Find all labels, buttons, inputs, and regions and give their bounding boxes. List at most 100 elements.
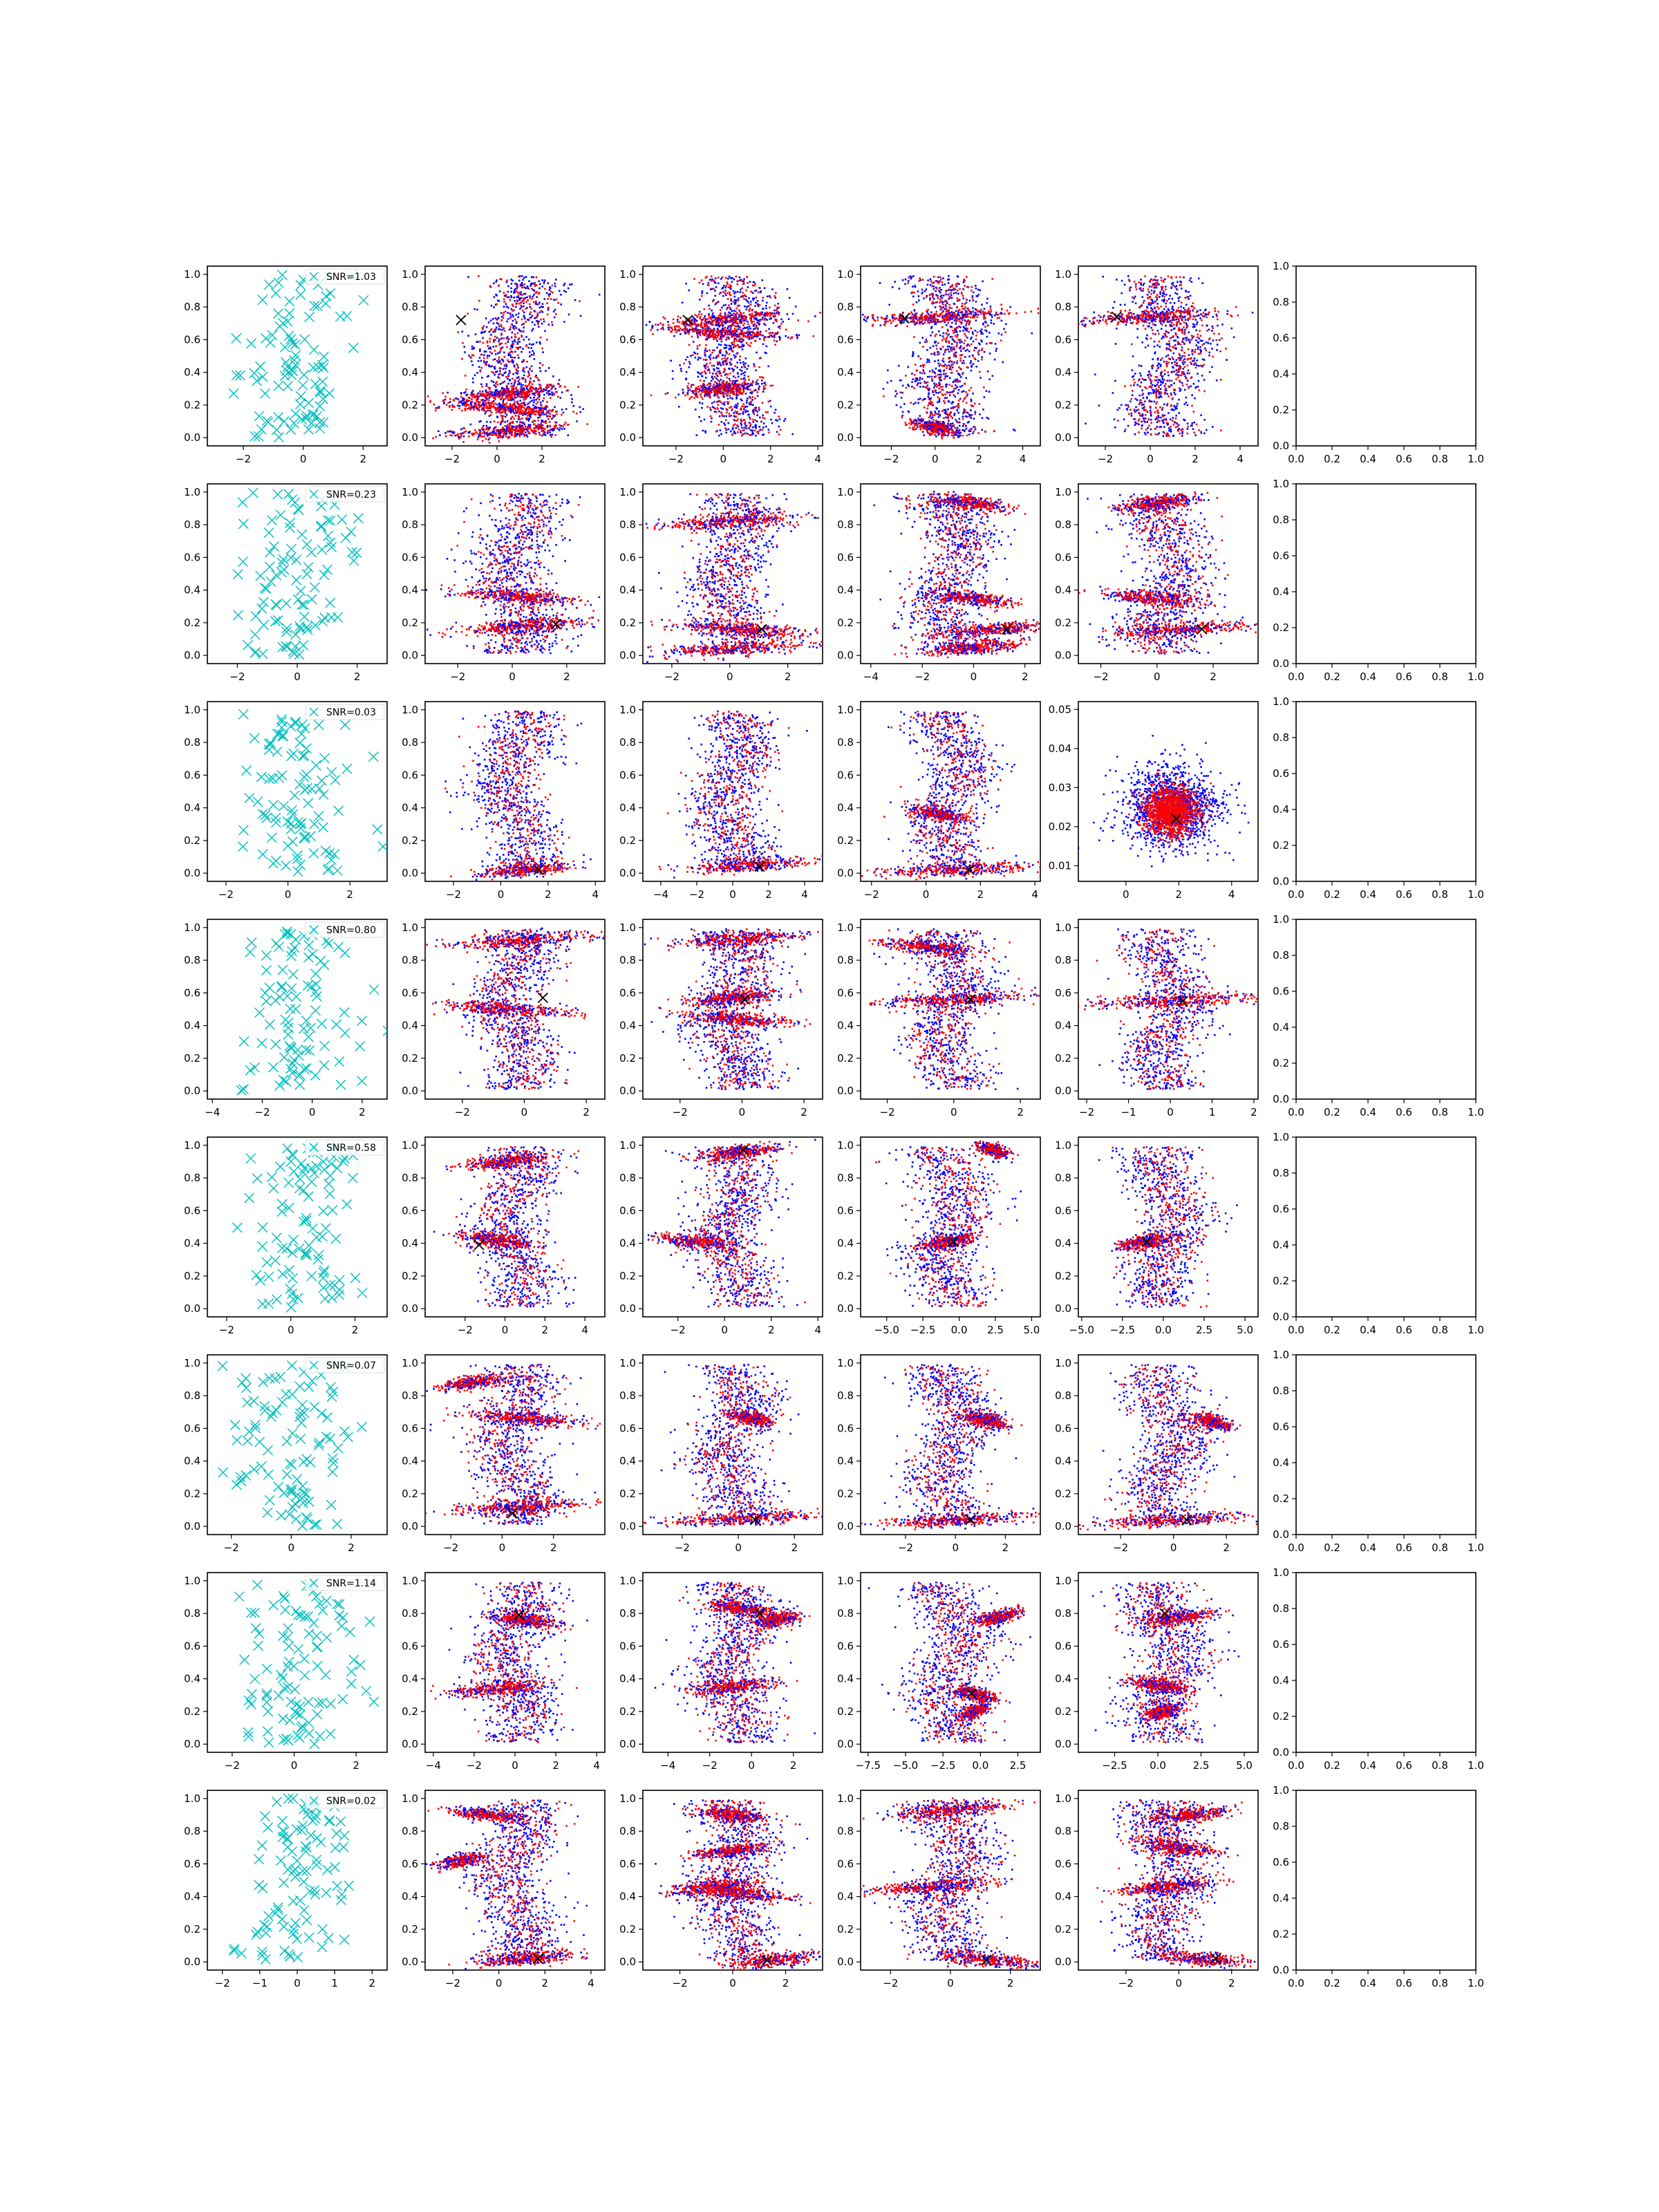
blue-point <box>735 301 737 303</box>
red-point <box>545 405 547 407</box>
blue-point <box>492 346 494 348</box>
blue-point <box>749 422 751 424</box>
blue-point <box>547 309 550 311</box>
red-point <box>705 324 707 326</box>
red-point <box>566 390 568 392</box>
red-point <box>704 351 706 353</box>
blue-point <box>565 291 567 293</box>
red-point <box>483 435 485 438</box>
red-point <box>741 435 743 437</box>
blue-point <box>749 328 751 330</box>
red-point <box>922 399 924 401</box>
blue-point <box>748 297 750 299</box>
blue-point <box>690 355 692 357</box>
red-point <box>727 286 729 288</box>
red-point <box>540 319 542 321</box>
blue-point <box>510 409 512 411</box>
red-point <box>907 282 909 284</box>
red-point <box>477 401 479 403</box>
blue-point <box>943 332 945 335</box>
red-point <box>725 408 727 410</box>
red-point <box>540 385 542 387</box>
blue-point <box>747 328 749 330</box>
blue-point <box>533 400 535 402</box>
red-point <box>527 287 529 289</box>
blue-point <box>580 315 582 317</box>
red-point <box>700 326 702 328</box>
red-point <box>468 435 470 438</box>
blue-point <box>971 370 973 372</box>
red-point <box>499 344 501 346</box>
blue-point <box>702 283 704 285</box>
red-point <box>735 411 737 413</box>
red-point <box>662 328 664 330</box>
red-point <box>711 352 713 354</box>
blue-point <box>783 420 785 422</box>
red-point <box>688 325 691 327</box>
blue-point <box>494 427 496 429</box>
red-point <box>552 285 554 287</box>
blue-point <box>879 282 881 284</box>
blue-point <box>554 285 556 288</box>
blue-point <box>720 278 722 280</box>
sample-point <box>258 372 268 382</box>
red-point <box>533 427 535 429</box>
red-point <box>554 434 556 436</box>
blue-point <box>678 406 680 408</box>
blue-point <box>775 409 777 411</box>
red-point <box>751 309 753 311</box>
blue-point <box>695 319 697 321</box>
red-point <box>559 386 561 388</box>
red-point <box>481 386 483 388</box>
red-point <box>453 406 456 409</box>
blue-point <box>973 292 975 294</box>
blue-point <box>507 420 509 422</box>
blue-point <box>529 355 531 357</box>
blue-point <box>569 283 571 285</box>
blue-point <box>728 429 730 431</box>
red-point <box>733 315 735 317</box>
sample-point <box>304 398 314 408</box>
blue-point <box>973 418 975 420</box>
blue-point <box>521 284 523 286</box>
red-point <box>537 401 539 403</box>
blue-point <box>484 400 486 402</box>
blue-point <box>474 402 476 404</box>
blue-point <box>765 324 767 326</box>
sample-point <box>273 309 283 319</box>
red-point <box>497 384 499 386</box>
red-point <box>515 303 517 305</box>
red-point <box>514 401 516 403</box>
red-point <box>708 390 710 392</box>
red-point <box>449 398 451 400</box>
red-point <box>691 386 693 388</box>
red-point <box>693 397 695 399</box>
blue-point <box>496 337 498 339</box>
red-point <box>543 283 545 285</box>
red-point <box>478 402 480 404</box>
blue-point <box>951 343 953 345</box>
red-point <box>477 438 479 440</box>
blue-point <box>957 406 959 409</box>
blue-point <box>940 348 942 350</box>
red-point <box>752 396 754 398</box>
red-point <box>461 410 463 412</box>
red-point <box>731 359 733 361</box>
blue-point <box>921 337 924 339</box>
red-point <box>709 359 711 361</box>
blue-point <box>506 414 508 416</box>
blue-point <box>973 363 975 365</box>
blue-point <box>724 344 726 346</box>
blue-point <box>937 276 939 279</box>
red-point <box>480 399 482 401</box>
sample-point <box>283 382 292 391</box>
blue-point <box>779 418 781 420</box>
red-point <box>710 318 712 320</box>
blue-point <box>523 293 525 295</box>
red-point <box>579 300 581 302</box>
blue-point <box>788 318 790 320</box>
red-point <box>523 389 525 391</box>
blue-point <box>742 378 744 380</box>
blue-point <box>756 420 758 422</box>
red-point <box>489 434 491 436</box>
